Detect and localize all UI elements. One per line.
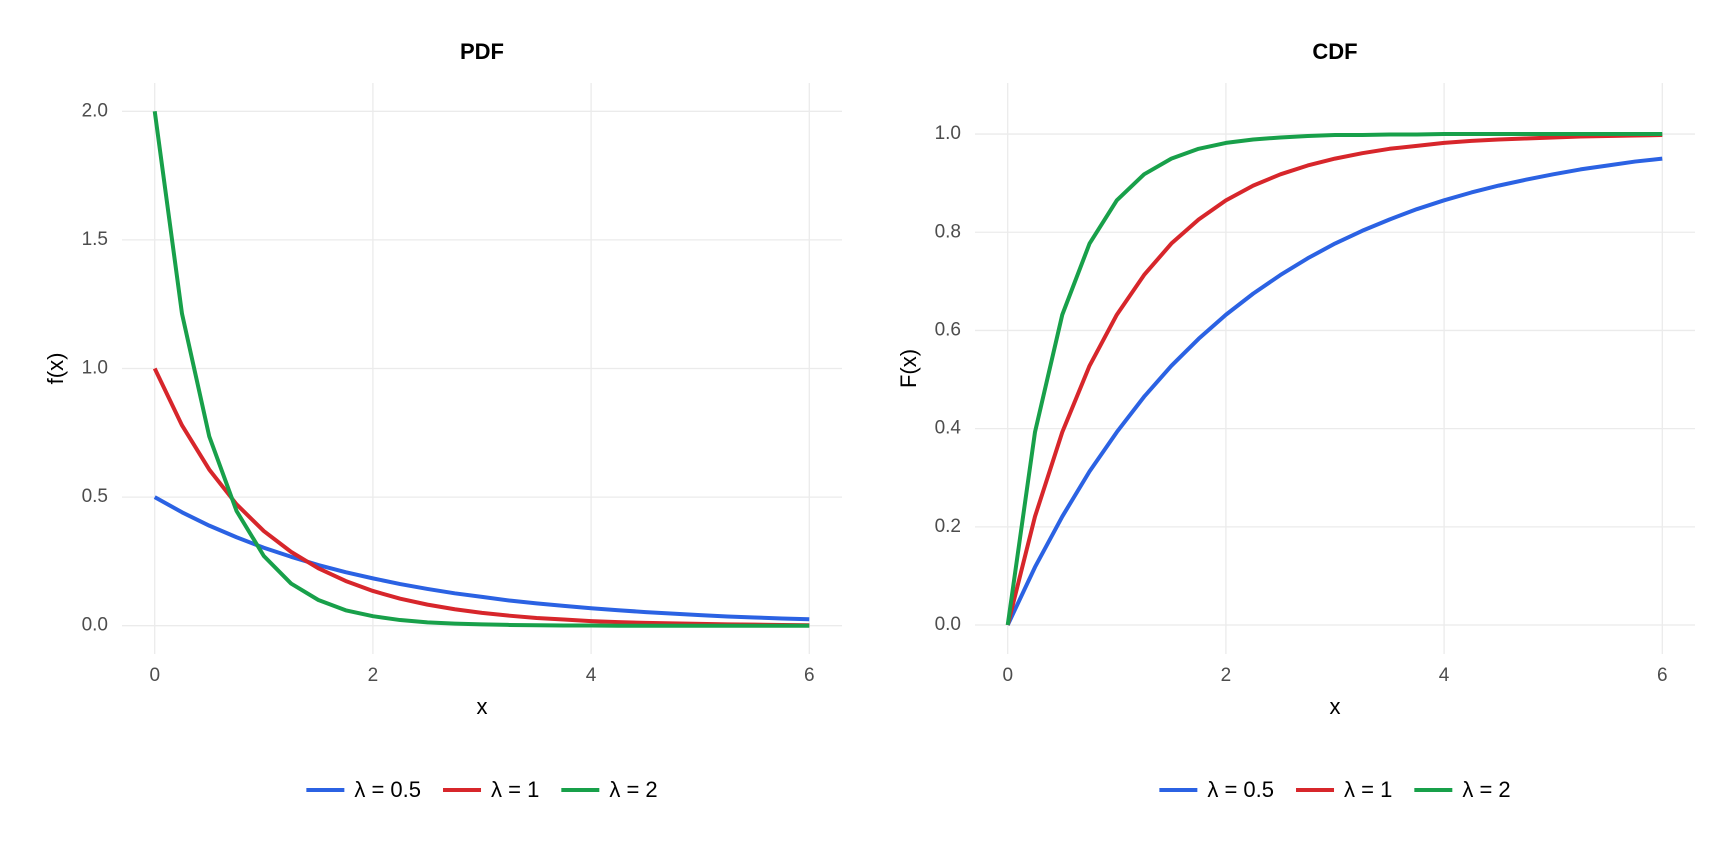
legend-label: λ = 1 xyxy=(1344,777,1392,802)
x-tick-label: 4 xyxy=(586,665,597,686)
y-tick-label: 0.6 xyxy=(935,319,961,340)
legend-label: λ = 0.5 xyxy=(1207,777,1274,802)
series-line xyxy=(1005,132,1663,626)
y-tick-label: 1.0 xyxy=(935,123,961,144)
x-tick-label: 2 xyxy=(1221,665,1232,686)
y-tick-label: 1.0 xyxy=(82,358,108,379)
y-tick-label: 0.4 xyxy=(935,418,962,439)
legend-label: λ = 2 xyxy=(1462,777,1510,802)
chart-title: CDF xyxy=(1312,39,1357,64)
x-tick-label: 0 xyxy=(149,665,160,686)
x-tick-label: 6 xyxy=(804,665,815,686)
legend-label: λ = 0.5 xyxy=(354,777,421,802)
x-tick-label: 2 xyxy=(368,665,379,686)
y-tick-label: 2.0 xyxy=(82,100,108,121)
y-tick-label: 0.0 xyxy=(82,615,108,636)
x-axis-label: x xyxy=(1330,694,1341,719)
chart-title: PDF xyxy=(460,39,504,64)
series-line xyxy=(153,495,810,622)
y-tick-label: 1.5 xyxy=(82,229,108,250)
y-tick-label: 0.8 xyxy=(935,221,961,242)
x-axis-label: x xyxy=(477,694,488,719)
series-line xyxy=(1005,133,1663,626)
y-tick-label: 0.0 xyxy=(935,614,961,635)
y-axis-label: F(x) xyxy=(896,349,921,388)
y-tick-label: 0.2 xyxy=(935,516,961,537)
y-tick-label: 0.5 xyxy=(82,486,108,507)
x-tick-label: 4 xyxy=(1439,665,1450,686)
legend-label: λ = 1 xyxy=(491,777,539,802)
x-tick-label: 6 xyxy=(1657,665,1668,686)
x-tick-label: 0 xyxy=(1002,665,1013,686)
y-axis-label: f(x) xyxy=(43,353,68,385)
series-line xyxy=(152,111,810,628)
legend-label: λ = 2 xyxy=(609,777,657,802)
series-line xyxy=(1005,156,1663,626)
